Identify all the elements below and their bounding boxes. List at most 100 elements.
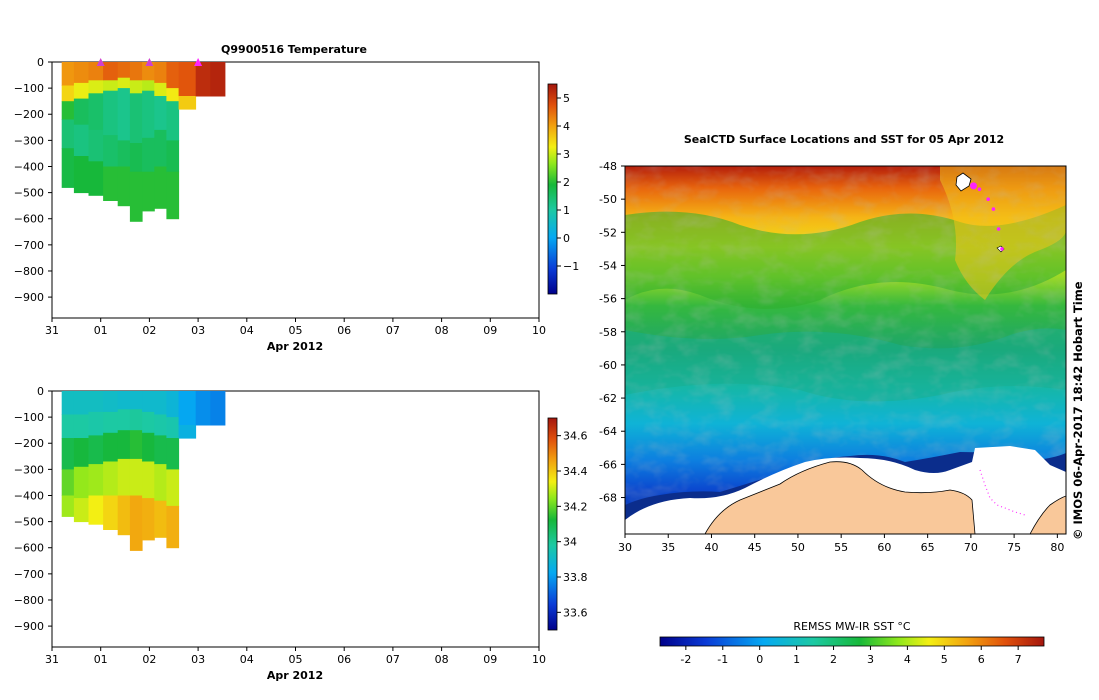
profile-cell <box>117 77 131 89</box>
profile-cell <box>178 425 197 439</box>
profile-cell <box>154 62 167 84</box>
profile-cell <box>178 62 197 97</box>
profile-cell <box>73 156 89 194</box>
profile-cell <box>61 62 75 86</box>
profile-cell <box>142 171 155 212</box>
profile-cell <box>117 391 131 410</box>
profile-cell <box>166 417 180 439</box>
profile-cell <box>129 458 143 496</box>
y-tick-label: −300 <box>14 463 44 476</box>
x-tick-label: 10 <box>532 324 546 337</box>
latitude-ticks: -48 -50 -52 -54 -56 -58 -60 -62 -64 -66 -68 <box>599 160 625 505</box>
y-tick-label: −900 <box>14 620 44 633</box>
lat-tick-label: -50 <box>599 193 617 206</box>
lon-tick-label: 80 <box>1050 541 1064 554</box>
x-tick-label: 09 <box>483 324 497 337</box>
sst-tick-label: 1 <box>793 653 800 666</box>
profile-cell <box>129 495 143 551</box>
y-tick-label: −600 <box>14 213 44 226</box>
profile-cell <box>88 464 104 496</box>
salinity-cells <box>61 391 226 551</box>
longitude-ticks: 30 35 40 45 50 55 60 65 70 75 80 <box>618 534 1064 554</box>
copyright-note: © IMOS 06-Apr-2017 18:42 Hobart Time <box>1071 281 1085 540</box>
profile-cell <box>73 498 89 523</box>
y-tick-label: −900 <box>14 291 44 304</box>
y-tick-label: 0 <box>37 56 44 69</box>
colorbar-tick-label: 5 <box>563 92 570 105</box>
profile-cell <box>103 166 119 201</box>
profile-cell <box>103 90 119 136</box>
x-tick-label: 09 <box>483 653 497 666</box>
x-tick-label: 10 <box>532 653 546 666</box>
profile-cell <box>129 93 143 144</box>
lat-tick-label: -48 <box>599 160 617 173</box>
profile-cell <box>142 62 155 81</box>
track-point <box>970 182 977 190</box>
salinity-xlabel: Apr 2012 <box>267 669 323 682</box>
sst-map-panel: SealCTD Surface Locations and SST for 05… <box>599 133 1085 666</box>
profile-cell <box>195 62 211 97</box>
lon-tick-label: 75 <box>1007 541 1021 554</box>
lat-tick-label: -54 <box>599 259 617 272</box>
profile-marker <box>145 58 154 66</box>
profile-cell <box>166 171 180 220</box>
lon-tick-label: 55 <box>834 541 848 554</box>
profile-cell <box>142 432 155 462</box>
profile-cell <box>117 430 131 460</box>
lat-tick-label: -66 <box>599 458 617 471</box>
profile-cell <box>129 143 143 173</box>
colorbar-tick-label: 34.2 <box>563 500 588 513</box>
profile-marker <box>194 58 203 66</box>
profile-cell <box>61 495 75 517</box>
x-tick-label: 03 <box>191 653 205 666</box>
lat-tick-label: -58 <box>599 326 617 339</box>
profile-cell <box>142 411 155 434</box>
profile-cell <box>142 391 155 413</box>
lon-tick-label: 65 <box>921 541 935 554</box>
y-tick-label: −700 <box>14 568 44 581</box>
y-tick-label: −200 <box>14 108 44 121</box>
salinity-panel: 31 01 02 03 04 05 06 07 08 09 10 0 −100 −200 −300 −400… <box>14 385 588 682</box>
colorbar-tick-label: 3 <box>563 148 570 161</box>
y-tick-label: −400 <box>14 160 44 173</box>
profile-cell <box>210 391 226 426</box>
salinity-colorbar-ticks: 34.6 34.4 34.2 34 33.8 33.6 <box>557 430 588 619</box>
colorbar-tick-label: 34.4 <box>563 465 588 478</box>
profile-cell <box>154 129 167 167</box>
sst-tick-label: -1 <box>717 653 728 666</box>
sst-tick-label: 0 <box>756 653 763 666</box>
x-tick-label: 31 <box>45 324 59 337</box>
profile-cell <box>88 411 104 436</box>
x-tick-label: 04 <box>240 324 254 337</box>
profile-marker <box>96 58 105 66</box>
profile-cell <box>154 96 167 131</box>
colorbar-tick-label: 33.8 <box>563 571 588 584</box>
profile-cell <box>73 391 89 415</box>
profile-cell <box>88 435 104 465</box>
seal-track <box>970 182 1004 251</box>
profile-cell <box>73 98 89 126</box>
profile-cell <box>88 62 104 81</box>
profile-cell <box>88 161 104 196</box>
temperature-xlabel: Apr 2012 <box>267 340 323 353</box>
colorbar-tick-label: 2 <box>563 176 570 189</box>
profile-cell <box>61 469 75 496</box>
x-tick-label: 08 <box>435 324 449 337</box>
colorbar-tick-label: 4 <box>563 120 570 133</box>
profile-cell <box>61 414 75 439</box>
map-frame <box>624 165 1067 535</box>
profile-markers <box>96 58 203 66</box>
x-tick-label: 07 <box>386 653 400 666</box>
profile-cell <box>103 495 119 530</box>
profile-cell <box>154 500 167 538</box>
profile-cell <box>73 62 89 84</box>
profile-cell <box>117 458 131 496</box>
x-tick-label: 06 <box>337 653 351 666</box>
profile-cell <box>178 96 197 110</box>
lat-tick-label: -52 <box>599 226 617 239</box>
profile-cell <box>88 93 104 131</box>
profile-cell <box>142 461 155 499</box>
profile-cell <box>103 135 119 167</box>
lat-tick-label: -68 <box>599 492 617 505</box>
x-tick-label: 05 <box>289 653 303 666</box>
